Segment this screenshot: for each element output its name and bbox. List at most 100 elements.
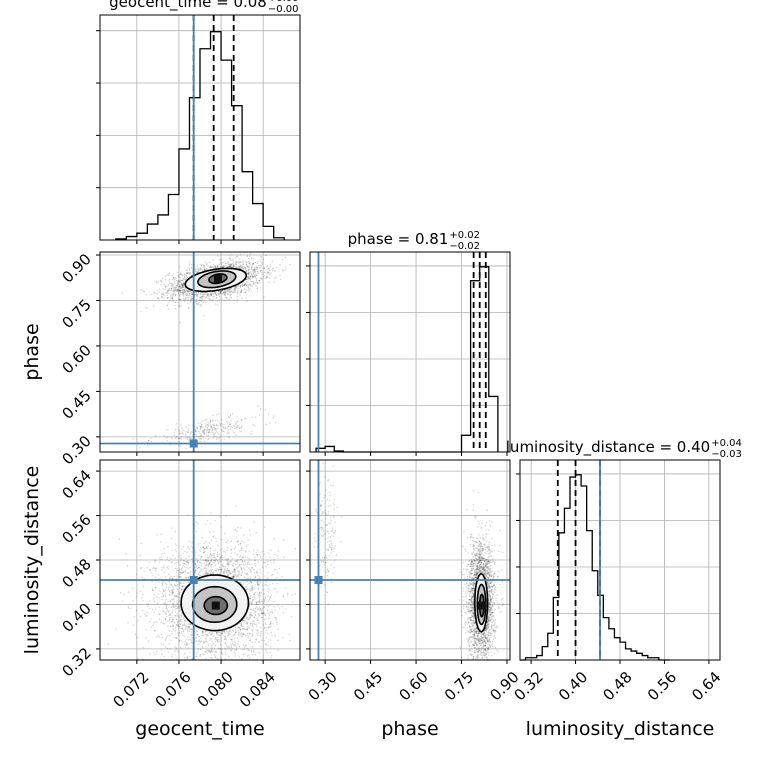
sample-point — [208, 432, 210, 434]
sample-point — [215, 430, 217, 432]
sample-point — [249, 295, 251, 297]
sample-point — [236, 301, 238, 303]
sample-point — [235, 257, 237, 259]
sample-point — [187, 302, 189, 304]
sample-point — [265, 649, 267, 651]
sample-point — [188, 647, 190, 649]
sample-point — [199, 662, 201, 664]
sample-point — [205, 423, 207, 425]
sample-point — [205, 419, 207, 421]
sample-point — [264, 277, 266, 279]
sample-point — [212, 553, 214, 555]
sample-point — [188, 307, 190, 309]
sample-point — [230, 420, 232, 422]
sample-point — [224, 290, 226, 292]
sample-point — [189, 295, 191, 297]
sample-point — [181, 621, 183, 623]
sample-point — [213, 556, 215, 558]
sample-point — [203, 294, 205, 296]
sample-point — [248, 289, 250, 291]
sample-point — [187, 437, 189, 439]
sample-point — [137, 658, 139, 660]
sample-point — [285, 257, 287, 259]
sample-point — [185, 640, 187, 642]
sample-point — [255, 262, 257, 264]
sample-point — [208, 570, 210, 572]
sample-point — [241, 262, 243, 264]
sample-point — [230, 628, 232, 630]
sample-point — [179, 299, 181, 301]
sample-point — [234, 644, 236, 646]
sample-point — [236, 267, 238, 269]
sample-point — [171, 297, 173, 299]
sample-point — [259, 606, 261, 608]
sample-point — [257, 271, 259, 273]
sample-point — [198, 302, 200, 304]
sample-point — [182, 432, 184, 434]
sample-point — [253, 425, 255, 427]
sample-point — [159, 618, 161, 620]
sample-point — [228, 421, 230, 423]
sample-point — [207, 565, 209, 567]
sample-point — [169, 278, 171, 280]
sample-point — [161, 559, 163, 561]
sample-point — [285, 587, 287, 589]
sample-point — [178, 604, 180, 606]
sample-point — [217, 300, 219, 302]
sample-point — [250, 598, 252, 600]
sample-point — [150, 438, 152, 440]
sample-point — [176, 572, 178, 574]
sample-point — [265, 631, 267, 633]
sample-point — [273, 559, 275, 561]
sample-point — [219, 296, 221, 298]
sample-point — [178, 634, 180, 636]
sample-point — [222, 430, 224, 432]
sample-point — [172, 619, 174, 621]
sample-point — [217, 544, 219, 546]
sample-point — [272, 269, 274, 271]
sample-point — [225, 642, 227, 644]
sample-point — [244, 283, 246, 285]
sample-point — [284, 269, 286, 271]
sample-point — [188, 582, 190, 584]
sample-point — [212, 420, 214, 422]
sample-point — [163, 284, 165, 286]
sample-point — [185, 298, 187, 300]
sample-point — [243, 261, 245, 263]
sample-point — [273, 601, 275, 603]
sample-point — [235, 564, 237, 566]
sample-point — [247, 633, 249, 635]
sample-point — [204, 441, 206, 443]
sample-point — [191, 631, 193, 633]
sample-point — [174, 277, 176, 279]
sample-point — [235, 264, 237, 266]
sample-point — [258, 622, 260, 624]
sample-point — [172, 586, 174, 588]
sample-point — [161, 599, 163, 601]
sample-point — [139, 555, 141, 557]
sample-point — [299, 247, 301, 249]
sample-point — [245, 550, 247, 552]
sample-point — [254, 641, 256, 643]
sample-point — [163, 289, 165, 291]
sample-point — [182, 294, 184, 296]
sample-point — [260, 408, 262, 410]
sample-point — [163, 548, 165, 550]
sample-point — [275, 635, 277, 637]
sample-point — [229, 423, 231, 425]
sample-point — [180, 548, 182, 550]
sample-point — [233, 290, 235, 292]
sample-point — [171, 594, 173, 596]
sample-point — [232, 413, 234, 415]
sample-point — [201, 640, 203, 642]
sample-point — [220, 549, 222, 551]
sample-point — [264, 268, 266, 270]
sample-point — [223, 660, 225, 662]
sample-point — [206, 568, 208, 570]
sample-point — [201, 298, 203, 300]
sample-point — [192, 664, 194, 666]
sample-point — [221, 539, 223, 541]
sample-point — [259, 282, 261, 284]
sample-point — [176, 545, 178, 547]
sample-point — [253, 282, 255, 284]
